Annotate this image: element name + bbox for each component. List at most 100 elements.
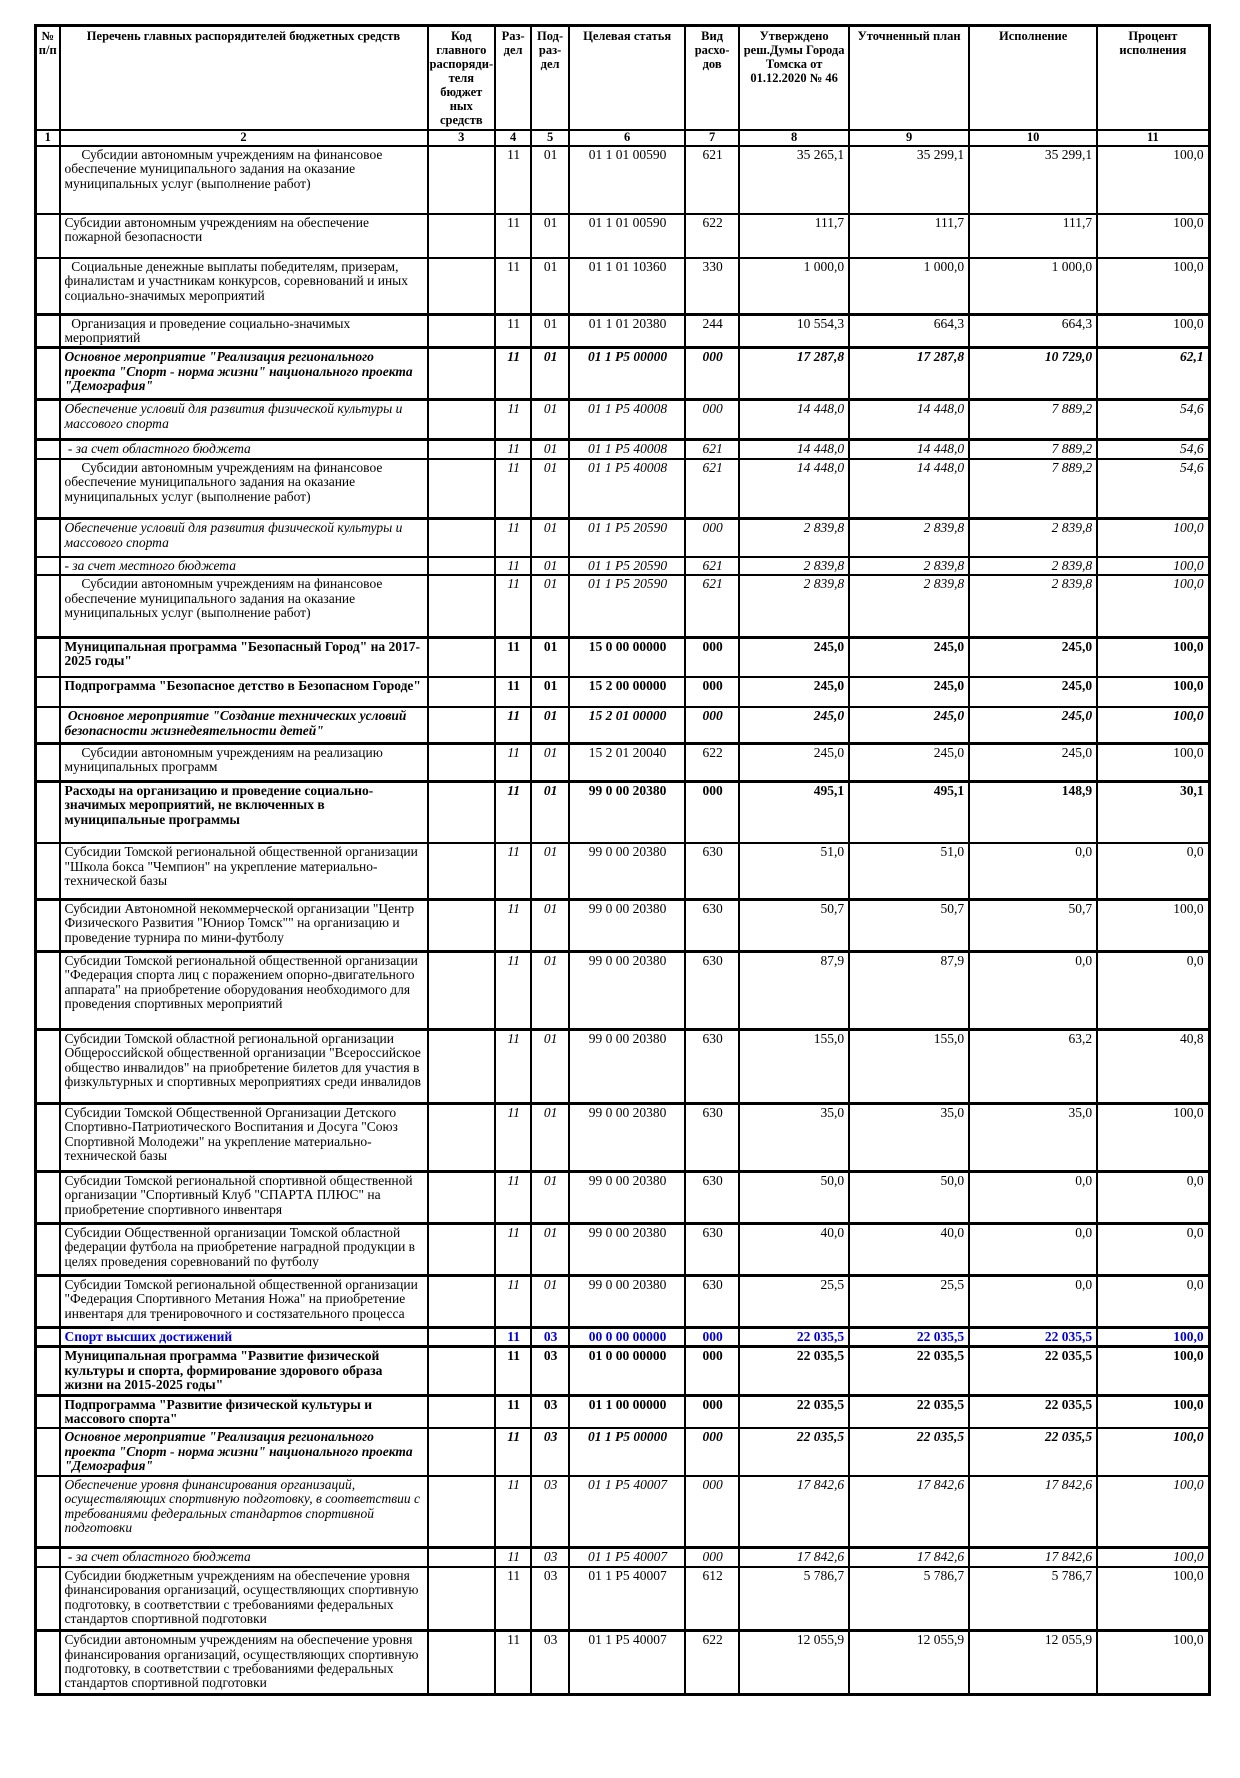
cell-celevaya-statya: 15 2 01 00000 — [568, 706, 687, 745]
cell-kod-grbs — [426, 312, 497, 349]
cell-utverzhdeno: 25,5 — [738, 1273, 851, 1329]
cell-name: Субсидии бюджетным учреждениям на обеспе… — [58, 1565, 429, 1632]
cell-podrazdel: 01 — [530, 457, 571, 520]
cell-podrazdel: 01 — [530, 1221, 571, 1277]
cell-utverzhdeno: 17 842,6 — [738, 1546, 851, 1568]
cell-name: Субсидии автономным учреждениям на обесп… — [58, 213, 429, 259]
cell-name: Подпрограмма "Развитие физической культу… — [58, 1393, 429, 1430]
cell-podrazdel: 01 — [530, 1169, 571, 1225]
cell-ispolnenie: 0,0 — [968, 1169, 1099, 1225]
cell-npp — [34, 1221, 61, 1277]
table-row: Основное мероприятие "Реализация региона… — [34, 346, 1211, 401]
cell-utverzhdeno: 22 035,5 — [738, 1325, 851, 1348]
cell-razdel: 11 — [494, 1325, 533, 1348]
cell-razdel: 11 — [494, 1474, 533, 1549]
table-row: Обеспечение условий для развития физичес… — [34, 398, 1211, 441]
col-header-ispolnenie: Исполнение — [968, 24, 1099, 131]
cell-kod-grbs — [426, 555, 497, 577]
cell-vid-rashodov: 000 — [684, 1474, 741, 1549]
cell-kod-grbs — [426, 1474, 497, 1549]
cell-npp — [34, 312, 61, 349]
cell-celevaya-statya: 01 1 P5 20590 — [568, 574, 687, 639]
cell-kod-grbs — [426, 897, 497, 953]
cell-vid-rashodov: 000 — [684, 398, 741, 441]
table-row: Субсидии Томской региональной общественн… — [34, 842, 1211, 901]
cell-name: - за счет областного бюджета — [58, 1546, 429, 1568]
cell-razdel: 11 — [494, 1169, 533, 1225]
cell-vid-rashodov: 621 — [684, 457, 741, 520]
cell-npp — [34, 741, 61, 783]
cell-razdel: 11 — [494, 842, 533, 901]
cell-kod-grbs — [426, 517, 497, 558]
cell-utochnenny-plan: 2 839,8 — [848, 517, 971, 558]
cell-utverzhdeno: 111,7 — [738, 213, 851, 259]
cell-celevaya-statya: 99 0 00 20380 — [568, 1273, 687, 1329]
cell-npp — [34, 457, 61, 520]
cell-vid-rashodov: 621 — [684, 438, 741, 460]
cell-ispolnenie: 7 889,2 — [968, 438, 1099, 460]
cell-celevaya-statya: 99 0 00 20380 — [568, 1169, 687, 1225]
column-number: 6 — [568, 129, 687, 147]
cell-razdel: 11 — [494, 438, 533, 460]
cell-utochnenny-plan: 17 287,8 — [848, 346, 971, 401]
cell-utverzhdeno: 50,0 — [738, 1169, 851, 1225]
cell-razdel: 11 — [494, 574, 533, 639]
cell-podrazdel: 03 — [530, 1427, 571, 1477]
cell-npp — [34, 1325, 61, 1348]
cell-utochnenny-plan: 35,0 — [848, 1101, 971, 1173]
cell-utochnenny-plan: 17 842,6 — [848, 1546, 971, 1568]
cell-utverzhdeno: 245,0 — [738, 706, 851, 745]
cell-ispolnenie: 22 035,5 — [968, 1325, 1099, 1348]
cell-npp — [34, 897, 61, 953]
cell-procent: 100,0 — [1096, 635, 1211, 679]
cell-razdel: 11 — [494, 1221, 533, 1277]
cell-podrazdel: 03 — [530, 1325, 571, 1348]
table-row: Организация и проведение социально-значи… — [34, 312, 1211, 349]
table-row: Субсидии автономным учреждениям на финан… — [34, 457, 1211, 520]
cell-ispolnenie: 7 889,2 — [968, 457, 1099, 520]
cell-vid-rashodov: 000 — [684, 1325, 741, 1348]
cell-vid-rashodov: 000 — [684, 346, 741, 401]
cell-npp — [34, 676, 61, 709]
cell-vid-rashodov: 622 — [684, 1629, 741, 1696]
cell-ispolnenie: 17 842,6 — [968, 1546, 1099, 1568]
cell-vid-rashodov: 621 — [684, 555, 741, 577]
cell-kod-grbs — [426, 457, 497, 520]
cell-podrazdel: 01 — [530, 741, 571, 783]
cell-vid-rashodov: 000 — [684, 706, 741, 745]
cell-razdel: 11 — [494, 1565, 533, 1632]
cell-name: Субсидии автономным учреждениям на финан… — [58, 145, 429, 215]
cell-procent: 54,6 — [1096, 438, 1211, 460]
cell-razdel: 11 — [494, 1629, 533, 1696]
cell-razdel: 11 — [494, 398, 533, 441]
cell-utverzhdeno: 495,1 — [738, 779, 851, 845]
cell-procent: 100,0 — [1096, 145, 1211, 215]
cell-razdel: 11 — [494, 312, 533, 349]
col-header-utverzhdeno: Утверждено реш.Думы Города Томска от 01.… — [738, 24, 851, 131]
cell-npp — [34, 257, 61, 315]
column-number: 2 — [58, 129, 429, 147]
cell-name: Основное мероприятие "Реализация региона… — [58, 346, 429, 401]
cell-procent: 100,0 — [1096, 1325, 1211, 1348]
cell-procent: 100,0 — [1096, 897, 1211, 953]
col-header-procent: Процент исполнения — [1096, 24, 1211, 131]
cell-ispolnenie: 148,9 — [968, 779, 1099, 845]
cell-celevaya-statya: 15 2 01 20040 — [568, 741, 687, 783]
cell-utverzhdeno: 155,0 — [738, 1027, 851, 1105]
cell-podrazdel: 01 — [530, 312, 571, 349]
cell-celevaya-statya: 01 1 P5 40007 — [568, 1474, 687, 1549]
col-header-podrazdel: Под-раз-дел — [530, 24, 571, 131]
cell-celevaya-statya: 01 1 01 10360 — [568, 257, 687, 315]
cell-utochnenny-plan: 245,0 — [848, 741, 971, 783]
table-row: Обеспечение условий для развития физичес… — [34, 517, 1211, 558]
cell-utochnenny-plan: 35 299,1 — [848, 145, 971, 215]
cell-procent: 30,1 — [1096, 779, 1211, 845]
cell-celevaya-statya: 99 0 00 20380 — [568, 842, 687, 901]
cell-vid-rashodov: 330 — [684, 257, 741, 315]
cell-utochnenny-plan: 22 035,5 — [848, 1393, 971, 1430]
table-row: Подпрограмма "Безопасное детство в Безоп… — [34, 676, 1211, 709]
cell-celevaya-statya: 99 0 00 20380 — [568, 897, 687, 953]
table-row: Субсидии автономным учреждениям на реали… — [34, 741, 1211, 783]
cell-utochnenny-plan: 50,7 — [848, 897, 971, 953]
table-row: Субсидии Автономной некоммерческой орган… — [34, 897, 1211, 953]
